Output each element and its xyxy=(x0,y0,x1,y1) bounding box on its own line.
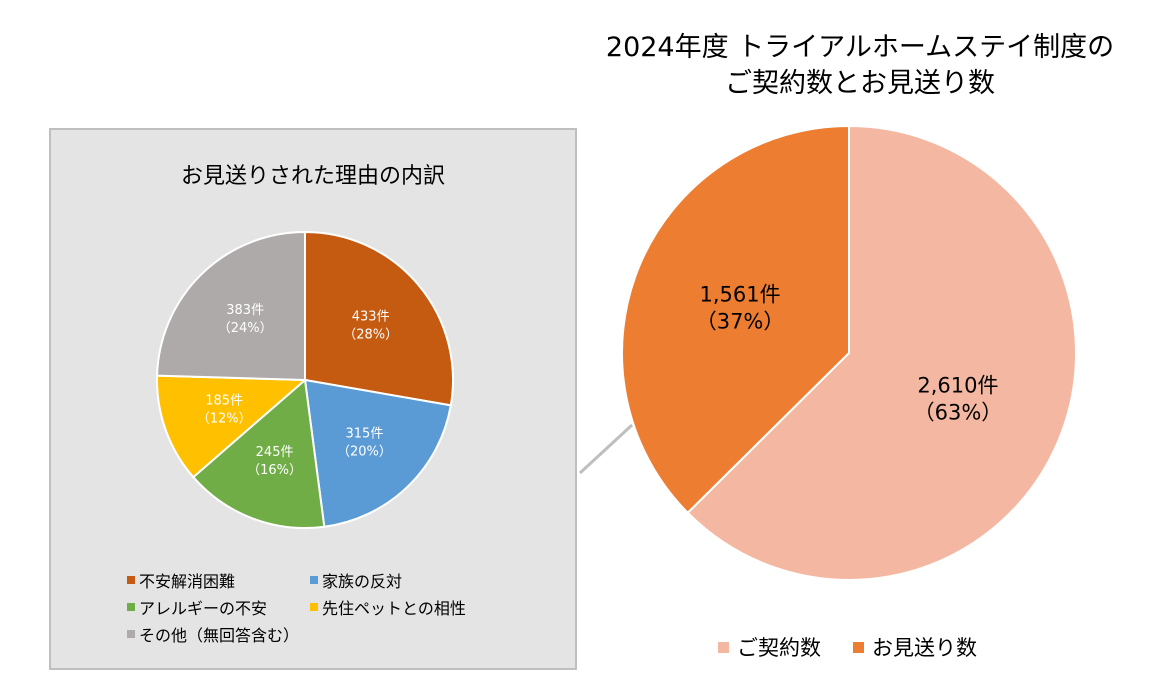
legend-label: 不安解消困難 xyxy=(139,572,236,591)
pie-slice xyxy=(303,378,452,528)
main-legend-item-declined: お見送り数 xyxy=(853,632,977,662)
pie-slice xyxy=(156,230,306,382)
pie-slice xyxy=(686,124,1077,581)
reason-pie: 433件 （28%） 315件 （20%） 245件 （16%） 185件 （12%） 383件… xyxy=(156,230,454,529)
legend-item-other: その他（無回答含む） xyxy=(127,622,299,646)
legend-label: ご契約数 xyxy=(737,636,821,660)
legend-swatch xyxy=(853,641,864,653)
legend-item-pet: 先住ペットとの相性 xyxy=(310,595,466,619)
slice-percent-label: （63%） xyxy=(914,400,1003,424)
pie-slice xyxy=(191,378,326,529)
slice-percent-label: （12%） xyxy=(197,411,252,426)
slice-percent-label: （24%） xyxy=(218,321,273,336)
main-pie: 2,610件 （63%） 1,561件 （37%） xyxy=(621,124,1077,581)
legend-item-family: 家族の反対 xyxy=(310,568,402,592)
slice-percent-label: （16%） xyxy=(247,463,302,478)
main-chart-title: 2024年度 トライアルホームステイ制度の ご契約数とお見送り数 xyxy=(580,30,1140,102)
slice-value-label: 185件 xyxy=(205,393,243,408)
legend-swatch xyxy=(310,576,318,584)
connector-line xyxy=(578,423,634,475)
legend-item-anxiety: 不安解消困難 xyxy=(127,568,235,592)
slice-value-label: 245件 xyxy=(256,445,294,460)
legend-label: アレルギーの不安 xyxy=(139,599,268,618)
pie-slice xyxy=(621,124,850,515)
legend-label: その他（無回答含む） xyxy=(139,626,300,645)
slice-percent-label: （37%） xyxy=(696,309,785,333)
pie-slice xyxy=(156,374,308,479)
legend-swatch xyxy=(127,630,135,638)
legend-label: 家族の反対 xyxy=(322,572,403,591)
slice-value-label: 383件 xyxy=(226,303,264,318)
reason-chart-title: お見送りされた理由の内訳 xyxy=(180,164,445,189)
slice-value-label: 315件 xyxy=(346,426,384,441)
reason-breakdown-panel: お見送りされた理由の内訳 不安解消困難 家族の反対 アレルギーの不安 先住ペット… xyxy=(49,128,577,670)
legend-swatch xyxy=(127,603,135,611)
slice-percent-label: （28%） xyxy=(343,327,398,342)
legend-label: 先住ペットとの相性 xyxy=(322,599,466,618)
legend-swatch xyxy=(718,641,729,653)
slice-value-label: 2,610件 xyxy=(917,373,998,397)
slice-value-label: 433件 xyxy=(352,309,390,324)
main-chart-title-line-1: 2024年度 トライアルホームステイ制度の xyxy=(605,32,1115,63)
pie-slice xyxy=(304,230,454,407)
legend-swatch xyxy=(127,576,135,584)
legend-item-allergy: アレルギーの不安 xyxy=(127,595,267,619)
slice-percent-label: （20%） xyxy=(337,444,392,459)
slice-value-label: 1,561件 xyxy=(699,282,780,306)
legend-label: お見送り数 xyxy=(872,636,977,660)
main-chart-title-line-2: ご契約数とお見送り数 xyxy=(725,68,995,99)
legend-swatch xyxy=(310,603,318,611)
main-legend-item-contract: ご契約数 xyxy=(718,632,821,662)
